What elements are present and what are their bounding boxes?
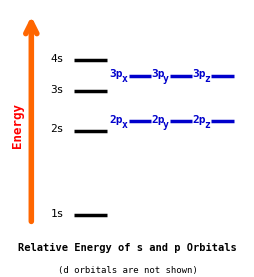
Text: (d orbitals are not shown): (d orbitals are not shown) — [58, 266, 197, 275]
Text: 4s: 4s — [50, 54, 64, 64]
Text: z: z — [204, 120, 210, 130]
Text: y: y — [163, 120, 169, 130]
Text: Energy: Energy — [11, 103, 24, 148]
Text: 2p: 2p — [110, 115, 123, 125]
Text: y: y — [163, 74, 169, 84]
Text: 2p: 2p — [193, 115, 206, 125]
Text: Relative Energy of s and p Orbitals: Relative Energy of s and p Orbitals — [18, 243, 237, 253]
Text: 2p: 2p — [151, 115, 165, 125]
Text: 2s: 2s — [50, 124, 64, 134]
Text: z: z — [204, 74, 210, 84]
Text: x: x — [121, 120, 127, 130]
Text: 3p: 3p — [110, 69, 123, 79]
Text: 3p: 3p — [151, 69, 165, 79]
Text: 3s: 3s — [50, 84, 64, 95]
Text: 1s: 1s — [50, 209, 64, 219]
Text: 3p: 3p — [193, 69, 206, 79]
Text: x: x — [121, 74, 127, 84]
